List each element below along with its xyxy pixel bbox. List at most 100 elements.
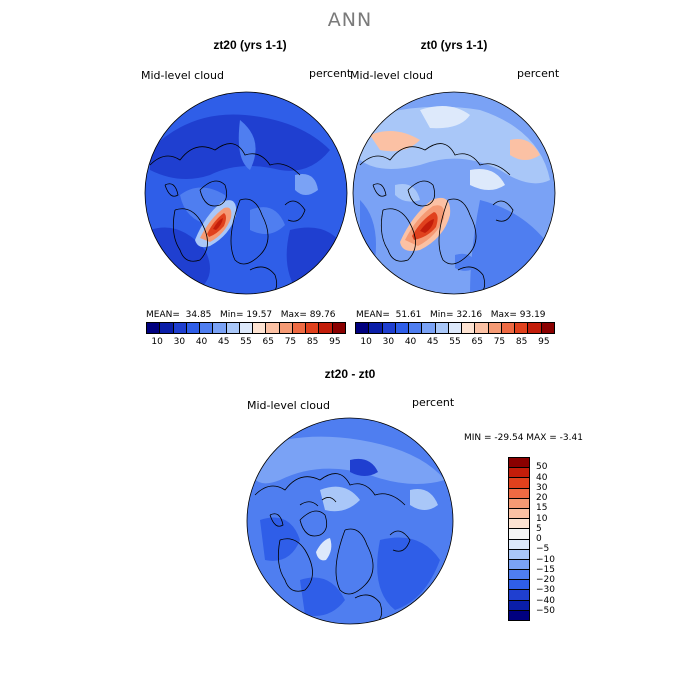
colorbar-zt0-swatch (369, 323, 383, 333)
colorbar-diff-swatch (509, 559, 529, 571)
colorbar-diff-swatch (509, 600, 529, 611)
colorbar-diff-swatch (509, 570, 529, 581)
colorbar-diff-swatch (509, 610, 529, 620)
colorbar-diff-swatch (509, 458, 529, 469)
colorbar-diff-swatch (509, 478, 529, 489)
colorbar-diff-swatch (509, 539, 529, 550)
colorbar-diff-tick: −30 (536, 585, 555, 596)
colorbar-zt20-swatch (319, 323, 333, 333)
map-border-diff (246, 417, 454, 625)
stats-min-zt0: 32.16 (456, 310, 483, 320)
colorbar-zt20-swatch (253, 323, 267, 333)
colorbar-ticks-zt0: 10 30 40 45 55 65 75 85 95 (355, 337, 555, 347)
colorbar-zt0-swatch (528, 323, 542, 333)
colorbar-zt20-tick: 30 (173, 337, 186, 347)
colorbar-diff-swatch (509, 529, 529, 540)
colorbar-zt0-swatch (448, 323, 463, 333)
map-border-zt0 (352, 91, 556, 295)
colorbar-zt20-tick: 55 (240, 337, 252, 347)
colorbar-zt0-swatch (435, 323, 449, 333)
colorbar-zt20-tick: 40 (195, 337, 208, 347)
colorbar-diff-swatch (509, 498, 529, 509)
colorbar-zt20-tick: 95 (329, 337, 341, 347)
colorbar-zt0-tick: 30 (382, 337, 395, 347)
stats-mean-zt0: 51.61 (395, 310, 422, 320)
colorbar-zt20-tick: 45 (218, 337, 230, 347)
colorbar-ticks-zt20: 10 30 40 45 55 65 75 85 95 (146, 337, 346, 347)
colorbar-zt20-swatch (279, 323, 293, 333)
minmax-label-diff: MIN = -29.54 MAX = -3.41 (464, 433, 583, 443)
polar-map-diff (247, 418, 453, 624)
colorbar-diff-swatch (509, 468, 529, 479)
panel-title-zt0: zt0 (yrs 1-1) (420, 38, 488, 52)
stats-min-zt20: 19.57 (246, 310, 273, 320)
stats-max-label-zt20: Max= (280, 310, 307, 320)
variable-label-zt20: Mid-level cloud (141, 69, 224, 82)
colorbar-zt20-swatch (173, 323, 187, 333)
colorbar-zt0-swatch (356, 323, 370, 333)
colorbar-zt20-swatch (200, 323, 214, 333)
units-label-zt20: percent (309, 67, 352, 80)
colorbar-zt0-swatch (515, 323, 529, 333)
stats-min-label-zt20: Min= (219, 310, 244, 320)
colorbar-diff-tick: −20 (536, 575, 555, 585)
figure-title: ANN (327, 9, 373, 31)
colorbar-zt20-swatch (332, 323, 345, 333)
colorbar-diff-tick: −10 (536, 554, 555, 565)
colorbar-zt20-swatch (213, 323, 227, 333)
colorbar-zt0-tick: 45 (427, 337, 439, 347)
colorbar-diff-tick: 15 (536, 503, 548, 514)
colorbar-zt20-swatch (186, 323, 201, 333)
colorbar-zt20 (146, 322, 346, 334)
colorbar-zt0-tick: 40 (404, 337, 417, 347)
polar-map-zt20 (145, 92, 347, 294)
colorbar-zt20-swatch (226, 323, 240, 333)
colorbar-diff-tick: 10 (536, 513, 548, 524)
colorbar-zt0-swatch (422, 323, 436, 333)
colorbar-diff-tick: 50 (536, 462, 548, 473)
units-label-diff: percent (412, 396, 455, 409)
colorbar-zt0-swatch (488, 323, 502, 333)
colorbar-zt0-swatch (462, 323, 476, 333)
colorbar-diff-swatch (509, 508, 529, 520)
variable-label-diff: Mid-level cloud (247, 399, 330, 412)
colorbar-diff-swatch (509, 549, 529, 560)
colorbar-diff-tick: 40 (536, 472, 548, 483)
colorbar-zt0-swatch (395, 323, 410, 333)
variable-label-zt0: Mid-level cloud (350, 69, 433, 82)
colorbar-zt0-tick: 95 (538, 337, 550, 347)
colorbar-zt20-swatch (266, 323, 280, 333)
colorbar-zt20-swatch (292, 323, 307, 333)
stats-max-zt0: 93.19 (519, 310, 546, 320)
colorbar-zt0-tick: 75 (493, 337, 506, 347)
colorbar-diff (508, 457, 530, 621)
colorbar-diff-swatch (509, 580, 529, 591)
colorbar-diff-tick: 20 (536, 493, 548, 503)
colorbar-zt0-tick: 85 (515, 337, 528, 347)
colorbar-zt20-swatch (239, 323, 254, 333)
stats-min-label-zt0: Min= (429, 310, 454, 320)
stats-mean-label-zt0: MEAN= (356, 310, 390, 320)
stats-zt20: MEAN= 34.85 Min= 19.57 Max= 89.76 (146, 310, 336, 320)
panel-title-diff: zt20 - zt0 (324, 367, 376, 381)
colorbar-diff-tick: 30 (536, 482, 548, 493)
colorbar-zt20-tick: 75 (284, 337, 297, 347)
colorbar-diff-tick: 0 (536, 534, 542, 544)
panel-title-zt20: zt20 (yrs 1-1) (213, 38, 287, 52)
map-border-zt20 (144, 91, 348, 295)
colorbar-diff-tick: −50 (536, 605, 555, 616)
colorbar-zt20-tick: 85 (306, 337, 319, 347)
colorbar-zt20-swatch (306, 323, 320, 333)
colorbar-diff-tick: 5 (536, 523, 542, 534)
colorbar-zt0 (355, 322, 555, 334)
colorbar-diff-tick: −5 (536, 544, 550, 555)
colorbar-diff-swatch (509, 590, 529, 601)
colorbar-zt0-tick: 65 (471, 337, 483, 347)
colorbar-diff-tick: −40 (536, 595, 555, 606)
colorbar-zt20-tick: 10 (151, 337, 163, 347)
colorbar-zt0-tick: 55 (449, 337, 461, 347)
colorbar-zt20-tick: 65 (262, 337, 274, 347)
stats-max-zt20: 89.76 (309, 310, 336, 320)
units-label-zt0: percent (517, 67, 560, 80)
colorbar-zt0-swatch (382, 323, 396, 333)
